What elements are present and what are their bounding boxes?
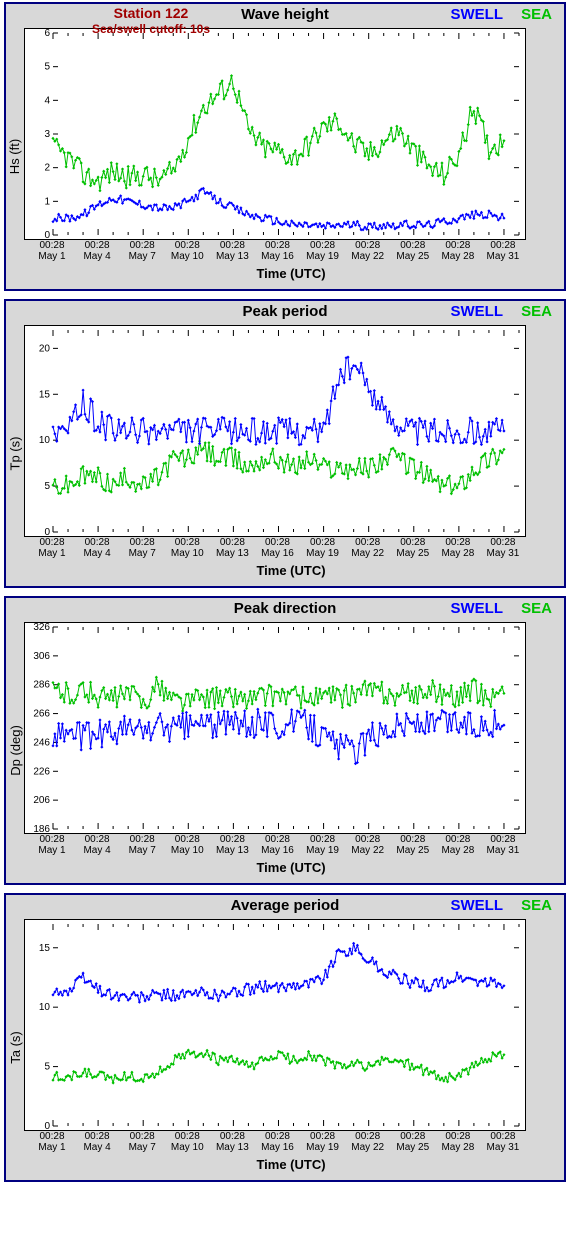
- svg-text:10: 10: [39, 1002, 51, 1013]
- svg-text:286: 286: [33, 680, 50, 691]
- svg-text:2: 2: [44, 163, 50, 174]
- legend-swell: SWELL: [450, 600, 503, 617]
- svg-text:3: 3: [44, 129, 50, 140]
- wave-height-plot: 0 1 2 3 4 5 6: [24, 28, 526, 240]
- svg-text:6: 6: [44, 28, 50, 39]
- average-period-xlabel: Time (UTC): [24, 1157, 558, 1176]
- svg-text:226: 226: [33, 766, 50, 777]
- wave-height-xlabel: Time (UTC): [24, 266, 558, 285]
- wave-height-xaxis: 00:28May 100:28May 400:28May 700:28May 1…: [24, 240, 558, 266]
- panel-average-period: Average period SWELL SEA Ta (s) 0 5 10 15 0…: [4, 893, 566, 1182]
- average-period-ylabel: Ta (s): [6, 919, 24, 1176]
- svg-text:0: 0: [44, 230, 50, 240]
- svg-text:326: 326: [33, 622, 50, 633]
- svg-text:10: 10: [39, 435, 51, 446]
- legend-swell: SWELL: [450, 303, 503, 320]
- svg-text:306: 306: [33, 651, 50, 662]
- svg-text:206: 206: [33, 795, 50, 806]
- peak-direction-xlabel: Time (UTC): [24, 860, 558, 879]
- peak-period-ylabel: Tp (s): [6, 325, 24, 582]
- svg-text:266: 266: [33, 709, 50, 720]
- svg-text:186: 186: [33, 824, 50, 834]
- svg-text:4: 4: [44, 95, 50, 106]
- peak-period-legend: SWELL SEA: [450, 303, 552, 320]
- wave-height-title: Wave height: [241, 6, 329, 23]
- peak-period-xlabel: Time (UTC): [24, 563, 558, 582]
- peak-direction-ylabel: Dp (deg): [6, 622, 24, 879]
- legend-swell: SWELL: [450, 6, 503, 23]
- average-period-legend: SWELL SEA: [450, 897, 552, 914]
- legend-sea: SEA: [521, 303, 552, 320]
- average-period-plot: 0 5 10 15: [24, 919, 526, 1131]
- peak-direction-title: Peak direction: [234, 600, 337, 617]
- svg-text:0: 0: [44, 527, 50, 537]
- wave-height-legend: SWELL SEA: [450, 6, 552, 23]
- panel-peak-direction: Peak direction SWELL SEA Dp (deg) 186 206…: [4, 596, 566, 885]
- station-label: Station 122 Sea/swell cutoff: 10s: [76, 6, 226, 35]
- legend-swell: SWELL: [450, 897, 503, 914]
- svg-text:15: 15: [39, 389, 51, 400]
- svg-text:5: 5: [44, 1062, 50, 1073]
- peak-direction-plot: 186 206 226 246 266 286 306 326: [24, 622, 526, 834]
- svg-text:0: 0: [44, 1121, 50, 1131]
- svg-text:1: 1: [44, 196, 50, 207]
- peak-direction-legend: SWELL SEA: [450, 600, 552, 617]
- peak-period-plot: 0 5 10 15 20: [24, 325, 526, 537]
- average-period-xaxis: 00:28May 100:28May 400:28May 700:28May 1…: [24, 1131, 558, 1157]
- svg-text:5: 5: [44, 481, 50, 492]
- panel-wave-height: Station 122 Sea/swell cutoff: 10s Wave h…: [4, 2, 566, 291]
- peak-period-xaxis: 00:28May 100:28May 400:28May 700:28May 1…: [24, 537, 558, 563]
- average-period-title: Average period: [231, 897, 340, 914]
- legend-sea: SEA: [521, 600, 552, 617]
- peak-direction-xaxis: 00:28May 100:28May 400:28May 700:28May 1…: [24, 834, 558, 860]
- svg-text:20: 20: [39, 343, 51, 354]
- peak-period-title: Peak period: [242, 303, 327, 320]
- wave-height-ylabel: Hs (ft): [6, 28, 24, 285]
- panel-peak-period: Peak period SWELL SEA Tp (s) 0 5 10 15 20 00…: [4, 299, 566, 588]
- svg-text:15: 15: [39, 943, 51, 954]
- legend-sea: SEA: [521, 897, 552, 914]
- svg-text:246: 246: [33, 737, 50, 748]
- svg-text:5: 5: [44, 62, 50, 73]
- legend-sea: SEA: [521, 6, 552, 23]
